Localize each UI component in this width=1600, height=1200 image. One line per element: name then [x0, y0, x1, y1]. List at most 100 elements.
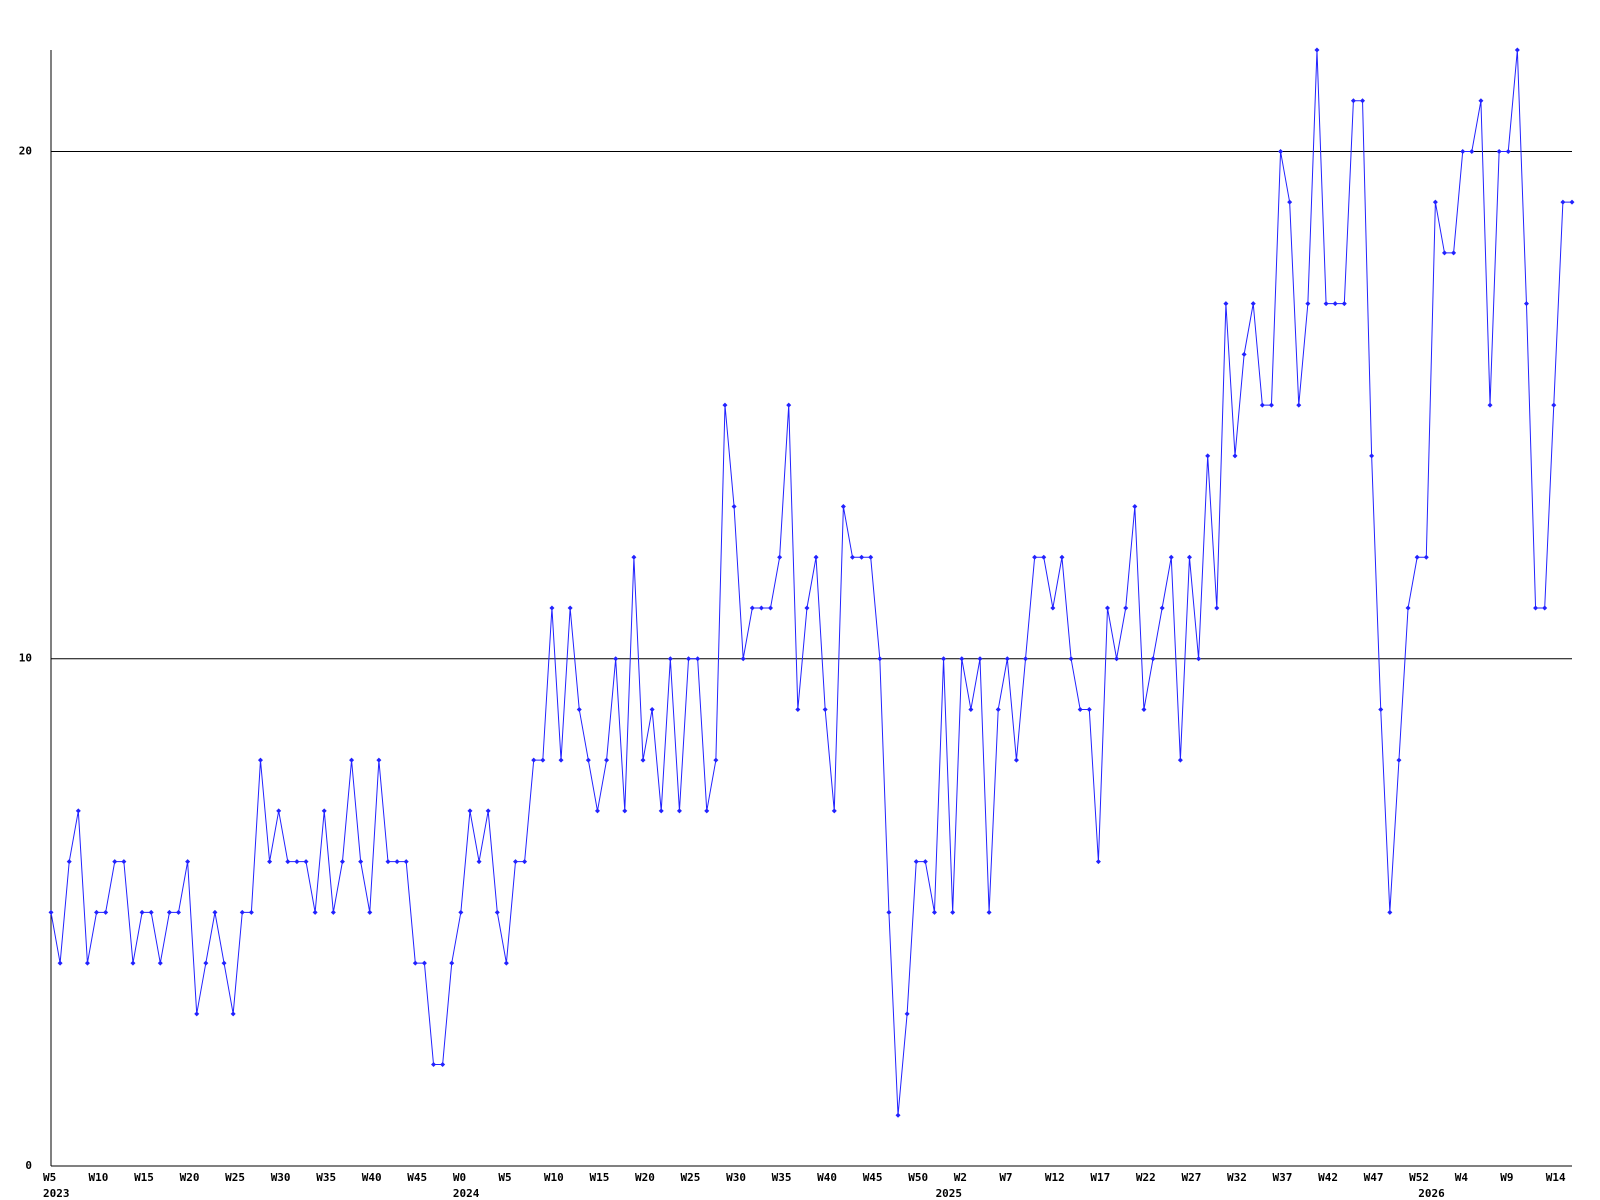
- data-point: [1132, 504, 1138, 510]
- data-point: [594, 808, 600, 814]
- x-tick-label: W5: [43, 1171, 56, 1184]
- data-point: [649, 706, 655, 712]
- data-point: [713, 757, 719, 763]
- data-point: [722, 402, 728, 408]
- data-point: [868, 554, 874, 560]
- data-point: [686, 656, 692, 662]
- data-point: [458, 909, 464, 915]
- data-point: [567, 605, 573, 611]
- data-point: [166, 909, 172, 915]
- data-point: [1268, 402, 1274, 408]
- x-tick-label: W35: [316, 1171, 336, 1184]
- data-point: [959, 656, 965, 662]
- data-point: [758, 605, 764, 611]
- data-point: [467, 808, 473, 814]
- data-point: [1314, 47, 1320, 53]
- x-tick-label: W17: [1090, 1171, 1110, 1184]
- data-point: [1196, 656, 1202, 662]
- x-tick-label: W35: [772, 1171, 792, 1184]
- data-point: [1387, 909, 1393, 915]
- data-point: [558, 757, 564, 763]
- data-point: [695, 656, 701, 662]
- x-tick-label: W30: [271, 1171, 291, 1184]
- x-tick-label: W5: [498, 1171, 511, 1184]
- data-point: [1095, 859, 1101, 865]
- x-tick-label: W20: [180, 1171, 200, 1184]
- data-point: [1369, 453, 1375, 459]
- data-point: [1259, 402, 1265, 408]
- data-point: [813, 554, 819, 560]
- data-point: [777, 554, 783, 560]
- x-tick-label: W42: [1318, 1171, 1338, 1184]
- data-point: [1560, 199, 1566, 205]
- data-point: [1323, 301, 1329, 307]
- data-point: [576, 706, 582, 712]
- data-point: [859, 554, 865, 560]
- year-label: 2026: [1418, 1187, 1445, 1200]
- x-tick-label: W20: [635, 1171, 655, 1184]
- data-point: [339, 859, 345, 865]
- data-point: [103, 909, 109, 915]
- x-tick-label: W15: [134, 1171, 154, 1184]
- data-point: [312, 909, 318, 915]
- data-point: [449, 960, 455, 966]
- data-point: [358, 859, 364, 865]
- data-point: [431, 1062, 437, 1068]
- data-point: [822, 706, 828, 712]
- data-point: [1414, 554, 1420, 560]
- x-tick-label: W32: [1227, 1171, 1247, 1184]
- data-point: [1469, 148, 1475, 154]
- x-tick-label: W4: [1455, 1171, 1469, 1184]
- x-tick-label: W12: [1045, 1171, 1065, 1184]
- data-point: [1487, 402, 1493, 408]
- data-point: [1514, 47, 1520, 53]
- x-tick-label: W27: [1181, 1171, 1201, 1184]
- data-point: [795, 706, 801, 712]
- data-point: [585, 757, 591, 763]
- data-point: [1168, 554, 1174, 560]
- data-point: [549, 605, 555, 611]
- data-point: [1296, 402, 1302, 408]
- data-point: [1533, 605, 1539, 611]
- data-point: [176, 909, 182, 915]
- data-point: [1114, 656, 1120, 662]
- x-tick-label: W10: [89, 1171, 109, 1184]
- x-tick-label: W40: [362, 1171, 382, 1184]
- data-point: [1405, 605, 1411, 611]
- data-point: [1341, 301, 1347, 307]
- x-tick-label: W40: [817, 1171, 837, 1184]
- x-tick-label: W9: [1500, 1171, 1513, 1184]
- data-point: [1205, 453, 1211, 459]
- data-point: [485, 808, 491, 814]
- data-point: [968, 706, 974, 712]
- data-point: [1396, 757, 1402, 763]
- data-point: [1150, 656, 1156, 662]
- data-point: [130, 960, 136, 966]
- year-label: 2023: [43, 1187, 70, 1200]
- data-point: [403, 859, 409, 865]
- data-point: [522, 859, 528, 865]
- data-point: [950, 909, 956, 915]
- x-tick-label: W10: [544, 1171, 564, 1184]
- data-point: [1050, 605, 1056, 611]
- data-point: [986, 909, 992, 915]
- data-point: [267, 859, 273, 865]
- data-point: [622, 808, 628, 814]
- data-point: [1077, 706, 1083, 712]
- data-point: [831, 808, 837, 814]
- x-tick-label: W37: [1273, 1171, 1293, 1184]
- data-point: [1423, 554, 1429, 560]
- data-point: [740, 656, 746, 662]
- data-point: [221, 960, 227, 966]
- data-point: [768, 605, 774, 611]
- data-point: [148, 909, 154, 915]
- data-point: [904, 1011, 910, 1017]
- data-point: [1551, 402, 1557, 408]
- data-point: [294, 859, 300, 865]
- data-point: [212, 909, 218, 915]
- data-point: [1460, 148, 1466, 154]
- x-tick-label: W45: [407, 1171, 427, 1184]
- data-point: [48, 909, 54, 915]
